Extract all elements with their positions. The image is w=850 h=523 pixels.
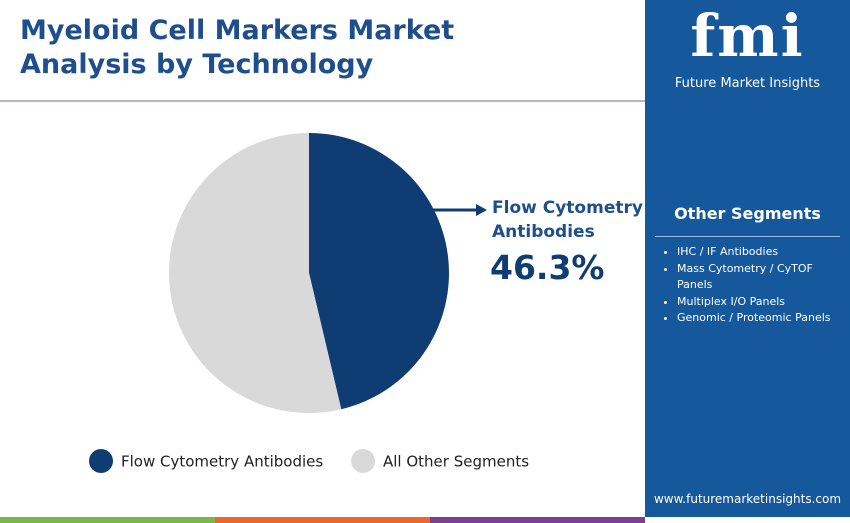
footer-bar (430, 517, 645, 523)
segment-item: IHC / IF Antibodies (677, 244, 847, 261)
segment-item: Genomic / Proteomic Panels (677, 310, 847, 327)
segment-item: Multiplex I/O Panels (677, 294, 847, 311)
legend-label: Flow Cytometry Antibodies (121, 453, 323, 471)
brand-logo: fmi (690, 2, 805, 70)
brand-name: Future Market Insights (674, 76, 821, 91)
sidebar: fmi Future Market Insights Other Segment… (645, 0, 850, 517)
value-label: 46.3% (490, 248, 605, 287)
footer-bar (0, 517, 215, 523)
pie-slice (309, 133, 449, 410)
legend-swatch (351, 449, 375, 473)
callout-arrowhead (476, 204, 487, 216)
legend: Flow Cytometry Antibodies All Other Segme… (89, 449, 529, 473)
heading-rule (655, 236, 840, 237)
pie (169, 133, 449, 413)
chart: Flow Cytometry Antibodies All Other Segme… (0, 100, 645, 523)
website-url: www.futuremarketinsights.com (653, 492, 842, 506)
sidebar-heading: Other Segments (674, 204, 821, 223)
chart-title: Myeloid Cell Markers Market Analysis by … (20, 15, 455, 80)
legend-label: All Other Segments (383, 453, 529, 471)
segment-item: Mass Cytometry / CyTOF Panels (677, 261, 847, 294)
callout-label: Flow Cytometry Antibodies (492, 198, 643, 242)
legend-swatch (89, 449, 113, 473)
pie-slice (169, 133, 342, 413)
footer-bar (215, 517, 430, 523)
segment-list: IHC / IF AntibodiesMass Cytometry / CyTO… (659, 244, 847, 327)
